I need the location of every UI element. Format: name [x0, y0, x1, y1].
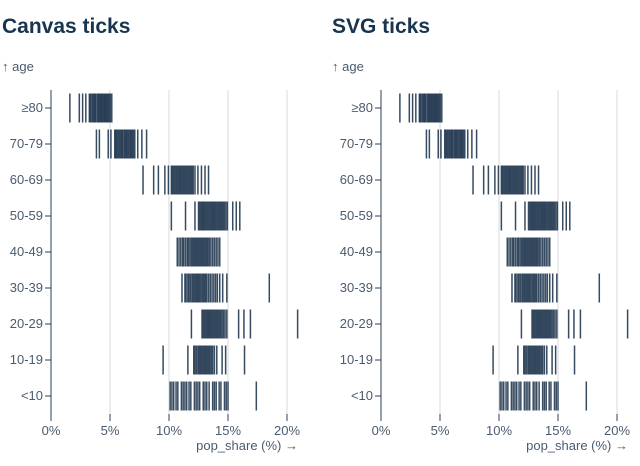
panel-canvas-ticks: Canvas ticks ↑ age≥8070-7960-6950-5940-4…	[0, 0, 320, 466]
y-tick-label: 40-49	[339, 244, 373, 259]
y-tick-label: 20-29	[9, 316, 43, 331]
x-tick-label: 0%	[371, 423, 391, 438]
y-tick-label: 50-59	[9, 208, 43, 223]
x-tick-label: 10%	[485, 423, 513, 438]
y-tick-label: 50-59	[339, 208, 373, 223]
x-tick-label: 15%	[544, 423, 572, 438]
x-axis-title: pop_share (%) →	[526, 438, 628, 453]
y-tick-label: ≥80	[21, 100, 43, 115]
x-tick-label: 20%	[273, 423, 301, 438]
svg-ticks-chart	[375, 90, 629, 421]
y-tick-label: 10-19	[9, 352, 43, 367]
y-tick-label: 30-39	[339, 280, 373, 295]
y-tick-label: 60-69	[339, 172, 373, 187]
y-tick-label: 30-39	[9, 280, 43, 295]
x-tick-label: 5%	[430, 423, 450, 438]
y-axis-title: ↑ age	[332, 59, 364, 74]
y-tick-label: 10-19	[339, 352, 373, 367]
x-tick-label: 15%	[214, 423, 242, 438]
x-tick-label: 10%	[155, 423, 183, 438]
y-tick-label: 70-79	[9, 136, 43, 151]
y-tick-label: 20-29	[339, 316, 373, 331]
x-tick-label: 20%	[603, 423, 631, 438]
y-tick-label: 70-79	[339, 136, 373, 151]
x-axis-title: pop_share (%) →	[196, 438, 298, 453]
panel-title-svg: SVG ticks	[332, 15, 431, 38]
canvas-ticks-chart	[0, 0, 320, 466]
y-tick-label: ≥80	[351, 100, 373, 115]
y-tick-label: <10	[20, 388, 43, 403]
y-axis-title: ↑ age	[2, 59, 34, 74]
panel-svg-ticks: SVG ticks ↑ age ≥80 70-79 60-69 50-59 40-49 30…	[330, 0, 640, 466]
y-tick-label: <10	[350, 388, 373, 403]
x-tick-label: 0%	[41, 423, 61, 438]
y-tick-label: 40-49	[9, 244, 43, 259]
y-tick-label: 60-69	[9, 172, 43, 187]
x-tick-label: 5%	[100, 423, 120, 438]
